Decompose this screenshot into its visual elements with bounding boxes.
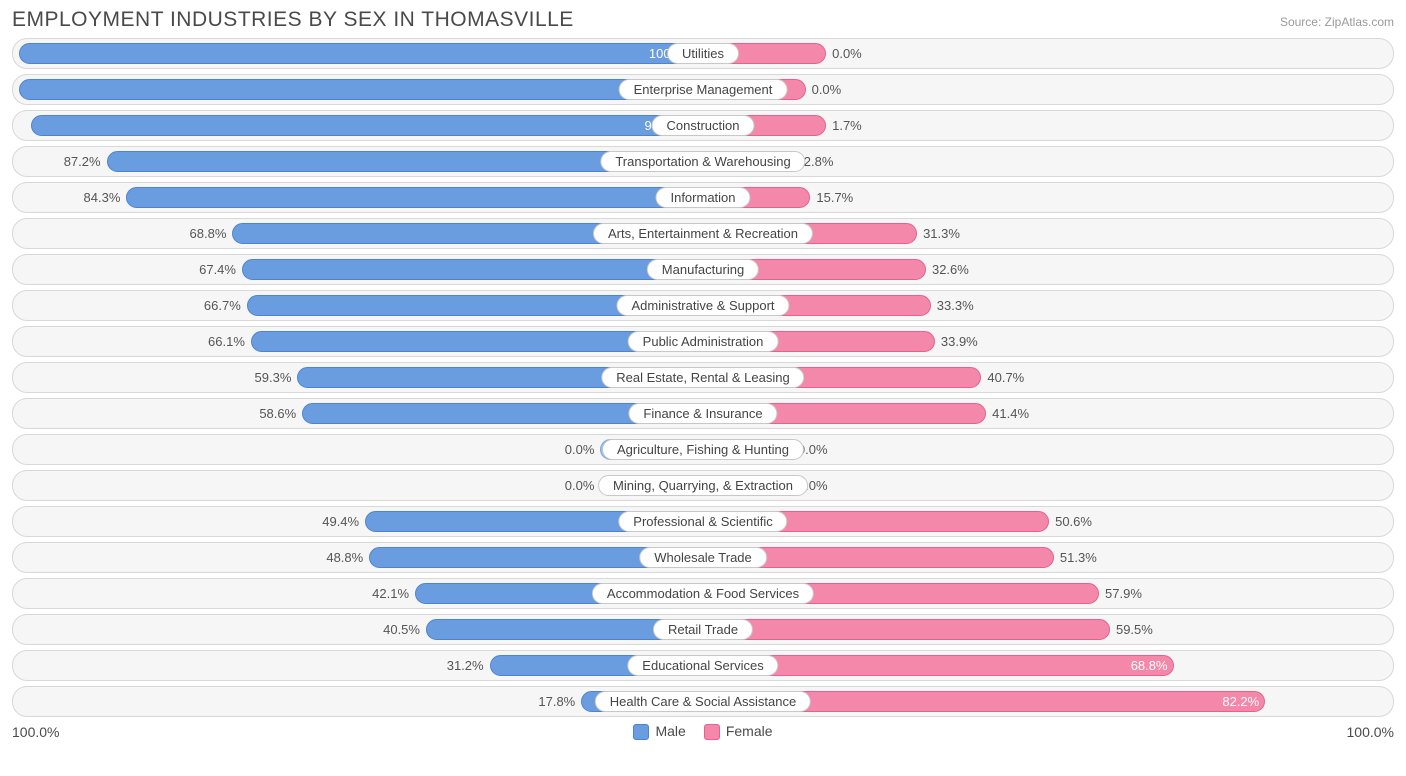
chart-rows: 100.0%0.0%Utilities100.0%0.0%Enterprise … [12,38,1394,717]
female-pct-label: 33.3% [931,295,980,316]
category-label: Educational Services [627,655,778,676]
male-bar [126,187,703,208]
chart-row: 98.3%1.7%Construction [12,110,1394,141]
legend-male-label: Male [655,723,685,739]
male-bar [19,79,703,100]
chart-row: 49.4% 50.6% Professional & Scientific [12,506,1394,537]
female-pct-label: 57.9% [1099,583,1148,604]
chart-row: 48.8% 51.3% Wholesale Trade [12,542,1394,573]
category-label: Enterprise Management [619,79,788,100]
male-pct-label: 68.8% [184,223,233,244]
male-pct-label: 87.2% [58,151,107,172]
male-swatch-icon [633,724,649,740]
female-pct-label: 32.6% [926,259,975,280]
male-bar [31,115,703,136]
category-label: Finance & Insurance [628,403,777,424]
category-label: Utilities [667,43,739,64]
chart-row: 68.8% 31.3% Arts, Entertainment & Recreati… [12,218,1394,249]
chart-source: Source: ZipAtlas.com [1280,15,1394,29]
male-pct-label: 48.8% [320,547,369,568]
female-pct-label: 0.0% [826,43,868,64]
female-pct-label: 15.7% [810,187,859,208]
chart-row: 0.0%0.0%Agriculture, Fishing & Hunting [12,434,1394,465]
category-label: Information [655,187,750,208]
chart-row: 66.7% 33.3% Administrative & Support [12,290,1394,321]
chart-row: 84.3% 15.7% Information [12,182,1394,213]
chart-row: 87.2%12.8%Transportation & Warehousing [12,146,1394,177]
chart-row: 42.1% 57.9% Accommodation & Food Services [12,578,1394,609]
chart-row: 66.1% 33.9% Public Administration [12,326,1394,357]
female-pct-label: 59.5% [1110,619,1159,640]
male-pct-label: 66.7% [198,295,247,316]
male-pct-label: 0.0% [559,475,601,496]
male-pct-label: 42.1% [366,583,415,604]
male-pct-label: 40.5% [377,619,426,640]
male-pct-label: 17.8% [532,691,581,712]
chart-row: 31.2% 68.8% Educational Services [12,650,1394,681]
chart-row: 17.8% 82.2% Health Care & Social Assistanc… [12,686,1394,717]
female-pct-label: 41.4% [986,403,1035,424]
chart-footer: 100.0% Male Female 100.0% [12,723,1394,740]
male-pct-label: 66.1% [202,331,251,352]
female-pct-label: 33.9% [935,331,984,352]
category-label: Manufacturing [647,259,759,280]
category-label: Public Administration [628,331,779,352]
chart-row: 0.0%0.0%Mining, Quarrying, & Extraction [12,470,1394,501]
female-pct-label: 50.6% [1049,511,1098,532]
male-pct-label: 58.6% [253,403,302,424]
male-pct-label: 31.2% [441,655,490,676]
male-bar [242,259,703,280]
female-pct-label: 68.8% [1125,655,1174,676]
chart-row: 58.6% 41.4% Finance & Insurance [12,398,1394,429]
category-label: Real Estate, Rental & Leasing [601,367,804,388]
category-label: Administrative & Support [616,295,789,316]
female-swatch-icon [704,724,720,740]
category-label: Mining, Quarrying, & Extraction [598,475,808,496]
female-pct-label: 1.7% [826,115,868,136]
legend-female-label: Female [726,723,773,739]
legend-female: Female [704,723,773,740]
female-pct-label: 40.7% [981,367,1030,388]
chart-header: EMPLOYMENT INDUSTRIES BY SEX IN THOMASVI… [12,8,1394,32]
category-label: Retail Trade [653,619,753,640]
chart-row: 100.0%0.0%Enterprise Management [12,74,1394,105]
female-pct-label: 0.0% [806,79,848,100]
category-label: Professional & Scientific [618,511,787,532]
male-bar [19,43,703,64]
category-label: Arts, Entertainment & Recreation [593,223,813,244]
chart-row: 40.5% 59.5% Retail Trade [12,614,1394,645]
chart-row: 59.3% 40.7% Real Estate, Rental & Leasing [12,362,1394,393]
female-pct-label: 82.2% [1216,691,1265,712]
chart-title: EMPLOYMENT INDUSTRIES BY SEX IN THOMASVI… [12,8,574,32]
chart-row: 67.4% 32.6% Manufacturing [12,254,1394,285]
female-bar [703,619,1110,640]
male-pct-label: 59.3% [249,367,298,388]
chart-legend: Male Female [72,723,1334,740]
male-pct-label: 0.0% [559,439,601,460]
male-pct-label: 84.3% [78,187,127,208]
category-label: Accommodation & Food Services [592,583,814,604]
category-label: Health Care & Social Assistance [595,691,811,712]
axis-right-label: 100.0% [1334,724,1394,740]
category-label: Agriculture, Fishing & Hunting [602,439,804,460]
male-pct-label: 67.4% [193,259,242,280]
category-label: Transportation & Warehousing [600,151,805,172]
chart-row: 100.0%0.0%Utilities [12,38,1394,69]
female-pct-label: 31.3% [917,223,966,244]
category-label: Construction [652,115,755,136]
legend-male: Male [633,723,685,740]
category-label: Wholesale Trade [639,547,767,568]
axis-left-label: 100.0% [12,724,72,740]
female-pct-label: 51.3% [1054,547,1103,568]
male-pct-label: 49.4% [316,511,365,532]
